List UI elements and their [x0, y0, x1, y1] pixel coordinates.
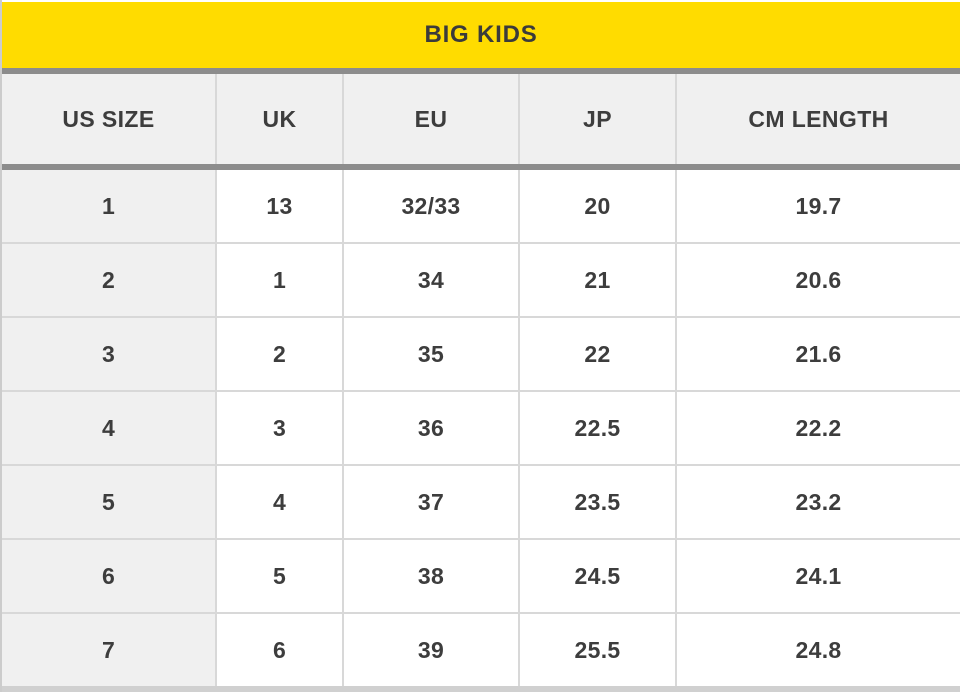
- cell-cm-length: 23.2: [675, 464, 960, 539]
- header-row: US SIZE UK EU JP CM LENGTH: [2, 74, 960, 170]
- banner-divider-bar: [2, 68, 960, 74]
- cell-cm-length: 20.6: [675, 242, 960, 317]
- cell-uk: 4: [215, 464, 343, 539]
- cell-cm-length: 22.2: [675, 390, 960, 465]
- cell-uk: 13: [215, 167, 343, 243]
- table-row: 2 1 34 21 20.6: [2, 242, 960, 317]
- cell-us-size: 3: [2, 316, 216, 391]
- cell-cm-length: 19.7: [675, 167, 960, 243]
- cell-eu: 34: [342, 242, 519, 317]
- cell-uk: 5: [215, 538, 343, 613]
- cell-cm-length: 21.6: [675, 316, 960, 391]
- column-header-us-size: US SIZE: [2, 74, 216, 170]
- cell-us-size: 7: [2, 612, 216, 686]
- cell-us-size: 1: [2, 167, 216, 243]
- cell-jp: 22: [518, 316, 676, 391]
- cell-eu: 35: [342, 316, 519, 391]
- cell-eu: 36: [342, 390, 519, 465]
- cell-cm-length: 24.1: [675, 538, 960, 613]
- column-header-jp: JP: [518, 74, 676, 170]
- cell-jp: 21: [518, 242, 676, 317]
- cell-us-size: 2: [2, 242, 216, 317]
- cell-us-size: 6: [2, 538, 216, 613]
- banner-title: BIG KIDS: [424, 21, 538, 48]
- cell-eu: 38: [342, 538, 519, 613]
- cell-jp: 24.5: [518, 538, 676, 613]
- column-header-cm-length: CM LENGTH: [675, 74, 960, 170]
- table-bottom-border: [2, 686, 960, 692]
- size-conversion-table: US SIZE UK EU JP CM LENGTH 1 13 32/33 20…: [2, 74, 960, 686]
- table-row: 5 4 37 23.5 23.2: [2, 464, 960, 539]
- cell-eu: 39: [342, 612, 519, 686]
- cell-jp: 25.5: [518, 612, 676, 686]
- cell-jp: 22.5: [518, 390, 676, 465]
- table-row: 1 13 32/33 20 19.7: [2, 167, 960, 243]
- table-row: 4 3 36 22.5 22.2: [2, 390, 960, 465]
- cell-us-size: 4: [2, 390, 216, 465]
- cell-uk: 6: [215, 612, 343, 686]
- size-chart-banner: BIG KIDS: [2, 2, 960, 68]
- cell-cm-length: 24.8: [675, 612, 960, 686]
- cell-uk: 1: [215, 242, 343, 317]
- table-row: 3 2 35 22 21.6: [2, 316, 960, 391]
- cell-jp: 20: [518, 167, 676, 243]
- table-row: 6 5 38 24.5 24.1: [2, 538, 960, 613]
- cell-us-size: 5: [2, 464, 216, 539]
- cell-eu: 32/33: [342, 167, 519, 243]
- column-header-eu: EU: [342, 74, 519, 170]
- cell-eu: 37: [342, 464, 519, 539]
- cell-uk: 2: [215, 316, 343, 391]
- cell-uk: 3: [215, 390, 343, 465]
- table-row: 7 6 39 25.5 24.8: [2, 612, 960, 686]
- column-header-uk: UK: [215, 74, 343, 170]
- cell-jp: 23.5: [518, 464, 676, 539]
